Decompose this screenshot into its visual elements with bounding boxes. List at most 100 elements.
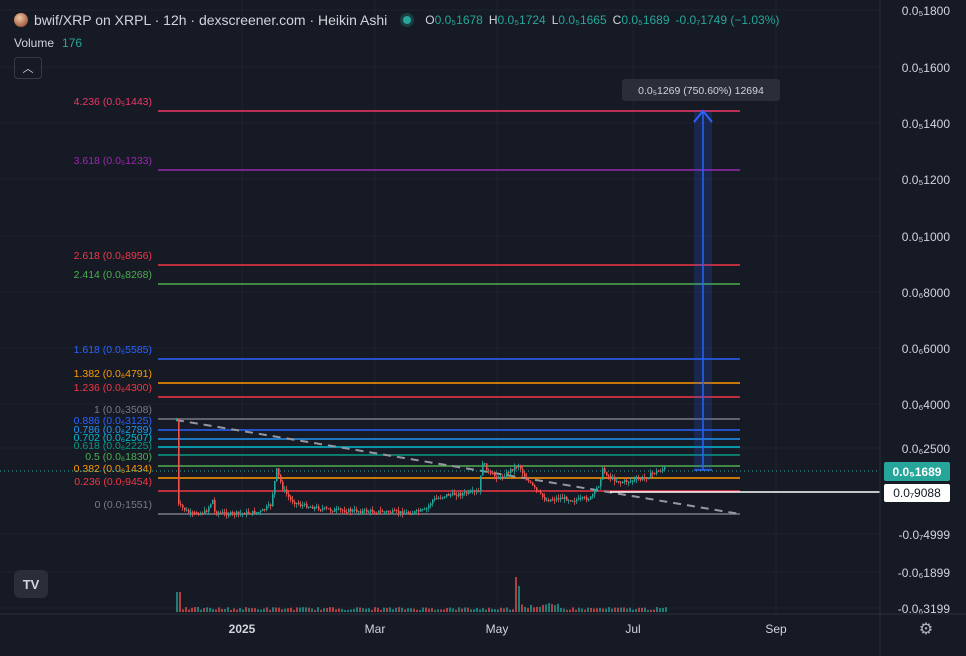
candle-body [362,510,364,513]
fib-level-label: 0 (0.0₇1551) [95,499,152,511]
volume-bar [446,607,448,612]
volume-bar [569,609,571,612]
candle-body [492,473,494,475]
volume-bar [476,607,478,612]
volume-bar [395,607,397,612]
volume-bar [587,607,589,612]
volume-bar [548,603,550,612]
candle-body [632,480,634,482]
volume-bar [299,607,301,612]
candle-body [540,491,542,494]
candle-body [316,506,318,508]
candle-body [482,463,484,476]
volume-bar [611,608,613,612]
candle-body [330,508,332,511]
trend-line [175,419,741,515]
volume-bar [659,608,661,612]
candle-body [252,510,254,514]
volume-bar [554,605,556,612]
volume-bar [401,607,403,612]
candle-body [478,491,480,493]
candle-body [202,512,204,514]
volume-bar [458,607,460,612]
candle-body [320,509,322,511]
candle-body [510,468,512,473]
candle-body [182,504,184,508]
candle-body [608,475,610,477]
volume-bar [518,586,520,612]
candle-body [622,482,624,484]
candle-body [310,506,312,508]
settings-gear-icon[interactable]: ⚙ [918,621,934,638]
fib-level-label: 1.618 (0.0₆5585) [74,344,152,356]
volume-bar [188,609,190,612]
candle-body [650,472,652,478]
candle-body [390,512,392,514]
candle-body [176,419,178,421]
volume-bar [200,609,202,612]
volume-bar [638,607,640,612]
candle-body [220,512,222,514]
candle-body [372,509,374,513]
volume-bar [377,607,379,612]
volume-bar [596,608,598,612]
volume-bar [284,608,286,612]
candle-body [188,509,190,513]
y-axis-tick-label: 0.0₆2500 [902,442,951,456]
low-value: 0.0₅1665 [558,13,607,27]
candle-body [594,489,596,495]
candle-body [430,503,432,506]
candle-body [376,512,378,514]
candle-body [312,506,314,509]
candle-body [538,490,540,492]
fib-level-label: 0.786 (0.0₆2789) [74,424,152,436]
candle-body [280,475,282,482]
volume-bar [215,609,217,612]
candle-body [582,497,584,499]
candle-body [640,479,642,481]
volume-bar [203,607,205,612]
volume-bar [257,609,259,612]
candle-body [238,511,240,514]
candle-body [658,470,660,472]
volume-bar [455,609,457,612]
candle-body [406,512,408,514]
candle-body [354,509,356,511]
candle-body [634,479,636,481]
tradingview-logo[interactable]: TV [14,570,48,598]
volume-bar [575,609,577,612]
candle-body [586,497,588,501]
candle-body [424,508,426,510]
volume-bar [254,608,256,612]
candle-body [576,499,578,502]
candle-body [522,468,524,474]
volume-bar [506,607,508,612]
candle-body [466,492,468,494]
volume-bar [608,607,610,612]
fib-level-label: 0.236 (0.0₇9454) [74,476,152,488]
candle-body [332,510,334,512]
collapse-legend-button[interactable]: ︿ [14,57,42,79]
volume-bar [590,608,592,612]
candle-body [392,510,394,513]
volume-label: Volume [14,36,55,50]
volume-bar [566,609,568,612]
candle-body [380,510,382,512]
candle-body [272,494,274,506]
volume-bar [620,607,622,612]
volume-bar [197,607,199,612]
volume-bar [380,609,382,612]
volume-bar [344,609,346,612]
candle-body [434,498,436,500]
candle-body [212,499,214,505]
candle-body [260,510,262,513]
volume-bar [290,607,292,612]
candle-body [438,497,440,499]
candle-body [570,500,572,502]
volume-bar [632,609,634,612]
volume-bar [416,609,418,612]
volume-bar [473,609,475,612]
volume-bar [287,608,289,612]
candle-body [364,509,366,511]
